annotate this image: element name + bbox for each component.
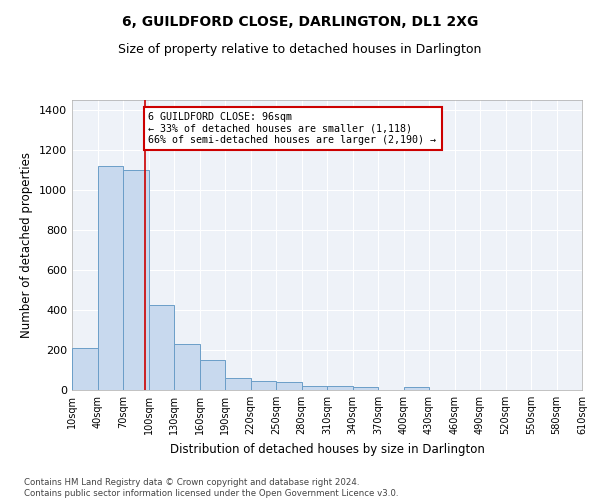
Text: Size of property relative to detached houses in Darlington: Size of property relative to detached ho… xyxy=(118,42,482,56)
Bar xyxy=(123,170,149,390)
Bar xyxy=(302,386,327,390)
Bar xyxy=(174,344,199,390)
Text: Distribution of detached houses by size in Darlington: Distribution of detached houses by size … xyxy=(170,442,484,456)
Bar xyxy=(97,166,123,390)
Bar xyxy=(251,380,276,390)
Bar xyxy=(72,348,97,390)
Text: 6 GUILDFORD CLOSE: 96sqm
← 33% of detached houses are smaller (1,118)
66% of sem: 6 GUILDFORD CLOSE: 96sqm ← 33% of detach… xyxy=(149,112,437,145)
Bar xyxy=(276,382,302,390)
Bar xyxy=(199,360,225,390)
Bar xyxy=(404,388,429,390)
Bar xyxy=(353,388,378,390)
Bar xyxy=(225,378,251,390)
Bar xyxy=(149,305,174,390)
Bar xyxy=(327,386,353,390)
Text: 6, GUILDFORD CLOSE, DARLINGTON, DL1 2XG: 6, GUILDFORD CLOSE, DARLINGTON, DL1 2XG xyxy=(122,15,478,29)
Text: Contains HM Land Registry data © Crown copyright and database right 2024.
Contai: Contains HM Land Registry data © Crown c… xyxy=(24,478,398,498)
Y-axis label: Number of detached properties: Number of detached properties xyxy=(20,152,34,338)
